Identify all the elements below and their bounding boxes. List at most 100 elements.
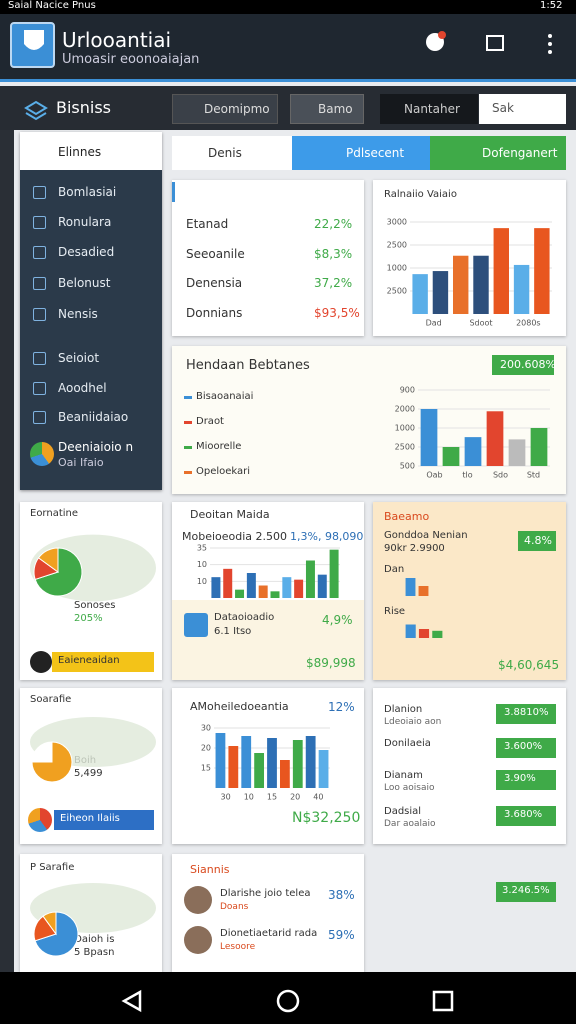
avatar — [30, 442, 54, 466]
sales-value: Boih — [74, 755, 97, 766]
sidebar-title: Elinnes — [58, 145, 102, 159]
sidebar-header — [20, 132, 162, 170]
card-title: Eornatine — [30, 508, 79, 519]
legend-label: Bisaoanaiai — [196, 391, 254, 402]
region-sub: 205% — [74, 613, 103, 624]
badge-text: 3.8810% — [504, 707, 549, 718]
badge-text: 3.600% — [504, 741, 543, 752]
tab[interactable] — [430, 136, 566, 170]
budget-card — [373, 502, 566, 680]
row-value: $93,5% — [314, 306, 360, 320]
legend-label: Opeloekari — [196, 466, 251, 477]
status-label: Donilaeia — [384, 738, 431, 749]
badge — [496, 770, 556, 790]
card-title: Deoitan Maida — [190, 508, 270, 521]
card-title: Hendaan Bebtanes — [186, 358, 310, 373]
button-label[interactable]: Eaieneaidan — [58, 655, 120, 666]
menu-icon — [33, 308, 46, 321]
card-title: AMoheiledoeantia — [190, 700, 289, 713]
badge-text: 3.680% — [504, 809, 543, 820]
menu-item[interactable]: Belonust — [58, 276, 111, 290]
avatar — [28, 808, 52, 832]
profile-sub: 5 Bpasn — [74, 947, 115, 958]
avatar — [184, 926, 212, 954]
button[interactable] — [54, 810, 154, 830]
status-sub: Ldeoiaio aon — [384, 717, 442, 727]
person-name: Dionetiaetarid rada — [220, 928, 318, 939]
badge-text: 3.90% — [504, 773, 536, 784]
app-subtitle: Umoasir eoonoaiajan — [62, 52, 200, 67]
button-label[interactable]: Eiheon Ilaiis — [60, 813, 120, 824]
search-input[interactable] — [380, 94, 478, 124]
region-value: Sonoses — [74, 600, 116, 611]
card-title: Baeamo — [384, 510, 430, 523]
footer-title: Deeniaioio n — [58, 440, 134, 454]
sidebar — [20, 132, 162, 490]
search-text: Sak — [492, 101, 514, 115]
button[interactable] — [172, 94, 278, 124]
search-label: Nantaher — [404, 102, 460, 116]
header-divider — [0, 79, 576, 82]
card-title: Siannis — [190, 863, 230, 876]
menu-item[interactable]: Aoodhel — [58, 381, 107, 395]
person-role: Doans — [220, 902, 249, 912]
card-pct: 12% — [328, 700, 355, 714]
profile-value: Oaioh is — [74, 934, 115, 945]
status-label: Dadsial — [384, 806, 422, 817]
menu-item[interactable]: Desadied — [58, 245, 115, 259]
person-name: Dlarishe joio telea — [220, 888, 311, 899]
tab-label[interactable]: Dofenganert — [482, 146, 558, 160]
row-label: Donnians — [186, 306, 243, 320]
tab-label[interactable]: Denis — [208, 146, 242, 160]
badge — [518, 531, 556, 551]
menu-item[interactable]: Ronulara — [58, 215, 112, 229]
menu-icon — [33, 186, 46, 199]
badge — [496, 882, 556, 902]
avatar — [30, 651, 52, 673]
app-header — [0, 14, 576, 80]
tab-label[interactable]: Pdlsecent — [346, 146, 405, 160]
card-subtitle: Mobeioeodia 2.500 — [182, 530, 288, 543]
button[interactable] — [290, 94, 364, 124]
button[interactable] — [52, 652, 154, 672]
card-sub2: 90kr 2.9900 — [384, 543, 445, 554]
card-title: Ralnaiio Vaiaio — [384, 189, 457, 200]
row-value: 37,2% — [314, 276, 353, 290]
menu-item[interactable]: Beaniidaiao — [58, 410, 129, 424]
search-box[interactable] — [479, 94, 566, 124]
legend-swatch — [184, 471, 192, 474]
item-sub: 6.1 Itso — [214, 626, 252, 637]
item-pct: 4,9% — [322, 613, 353, 627]
item-title: Dataoioadio — [214, 612, 275, 623]
menu-icon — [33, 216, 46, 229]
status-label: Dlanion — [384, 704, 423, 715]
button-label[interactable]: Deomipmo — [204, 102, 270, 116]
tab[interactable] — [292, 136, 430, 170]
item-total: $89,998 — [306, 656, 356, 670]
card-stat: 1,3%, 98,090 — [290, 530, 364, 543]
revenue-card — [373, 180, 566, 336]
avatar — [184, 886, 212, 914]
person-pct: 59% — [328, 928, 355, 942]
menu-item[interactable]: Nensis — [58, 307, 98, 321]
legend-swatch — [184, 446, 192, 449]
tab[interactable] — [172, 136, 292, 170]
menu-icon — [33, 277, 46, 290]
row-label: Denensia — [186, 276, 243, 290]
card-title: P Sarafie — [30, 862, 75, 873]
status-sub: Loo aoisaio — [384, 783, 435, 793]
button-label[interactable]: Bamo — [318, 102, 353, 116]
menu-icon — [33, 246, 46, 259]
person-role: Lesoore — [220, 942, 256, 952]
brand: Bisniss — [56, 98, 112, 117]
footer-subtitle: Oai Ifaio — [58, 456, 104, 469]
budget-total: $4,60,645 — [498, 658, 560, 672]
badge-text: 3.246.5% — [502, 885, 550, 896]
menu-item[interactable]: Seioiot — [58, 351, 100, 365]
menu-item[interactable]: Bomlasiai — [58, 185, 117, 199]
menu-icon — [33, 352, 46, 365]
row-value: 22,2% — [314, 217, 353, 231]
row-value: $8,3% — [314, 247, 353, 261]
badge — [492, 355, 554, 375]
badge-text: 200.608% — [500, 358, 556, 371]
